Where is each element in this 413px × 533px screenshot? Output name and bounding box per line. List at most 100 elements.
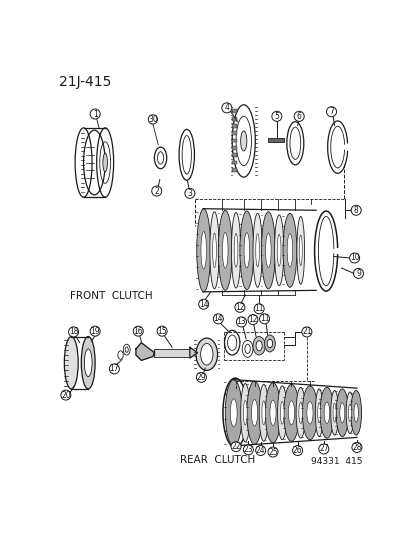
Text: 4: 4 (224, 103, 229, 112)
Circle shape (148, 115, 157, 124)
Polygon shape (135, 343, 154, 360)
Ellipse shape (195, 338, 217, 370)
Text: 6: 6 (296, 112, 301, 121)
Text: 11: 11 (254, 304, 263, 313)
Circle shape (198, 299, 208, 309)
Ellipse shape (230, 399, 237, 427)
Ellipse shape (301, 386, 317, 440)
Ellipse shape (299, 235, 301, 265)
Bar (268, 138, 283, 142)
Circle shape (196, 373, 206, 382)
Ellipse shape (212, 233, 216, 268)
Text: 29: 29 (196, 373, 206, 382)
Ellipse shape (335, 389, 348, 437)
Bar (232, 168, 236, 172)
Text: 23: 23 (243, 445, 253, 454)
Text: 15: 15 (157, 327, 166, 336)
Text: 8: 8 (353, 206, 358, 215)
Text: 2: 2 (154, 187, 159, 196)
Circle shape (213, 314, 223, 324)
Circle shape (259, 314, 269, 324)
Ellipse shape (244, 232, 249, 268)
Text: FRONT  CLUTCH: FRONT CLUTCH (69, 291, 152, 301)
Ellipse shape (282, 213, 296, 287)
Ellipse shape (225, 379, 242, 446)
Ellipse shape (246, 381, 261, 445)
Ellipse shape (102, 154, 107, 172)
Circle shape (318, 444, 328, 454)
Circle shape (151, 186, 161, 196)
Text: 12: 12 (235, 303, 244, 312)
Bar (232, 146, 236, 150)
Circle shape (301, 327, 311, 337)
Text: 22: 22 (231, 442, 240, 451)
Ellipse shape (266, 339, 272, 348)
Circle shape (294, 111, 304, 122)
Circle shape (69, 327, 78, 337)
Ellipse shape (296, 216, 304, 284)
Ellipse shape (288, 401, 294, 425)
Text: 19: 19 (90, 327, 100, 336)
Circle shape (254, 304, 263, 314)
Ellipse shape (196, 209, 210, 292)
Circle shape (61, 390, 71, 400)
Ellipse shape (330, 391, 338, 435)
Text: 16: 16 (133, 327, 143, 336)
Ellipse shape (280, 401, 283, 424)
Ellipse shape (265, 233, 271, 268)
Ellipse shape (252, 213, 261, 287)
Ellipse shape (240, 131, 246, 151)
Ellipse shape (350, 391, 361, 435)
Ellipse shape (200, 343, 212, 365)
Ellipse shape (274, 215, 283, 286)
Circle shape (351, 442, 361, 453)
Text: 20: 20 (61, 391, 71, 400)
Ellipse shape (252, 336, 265, 355)
Text: 3: 3 (187, 189, 192, 198)
Circle shape (247, 314, 257, 325)
Bar (232, 109, 236, 113)
Text: 21J-415: 21J-415 (59, 75, 111, 88)
Text: 12: 12 (248, 315, 257, 324)
Circle shape (271, 111, 281, 122)
Ellipse shape (345, 392, 353, 433)
Text: 94331  415: 94331 415 (310, 457, 361, 466)
Ellipse shape (317, 403, 320, 423)
Circle shape (90, 109, 100, 119)
Circle shape (184, 188, 195, 198)
Text: 27: 27 (318, 445, 328, 454)
Ellipse shape (231, 213, 240, 288)
Ellipse shape (323, 402, 329, 423)
Ellipse shape (222, 232, 228, 268)
Ellipse shape (84, 349, 92, 377)
Text: 25: 25 (268, 448, 277, 457)
Text: 9: 9 (355, 269, 360, 278)
Ellipse shape (256, 341, 261, 351)
Ellipse shape (218, 210, 232, 290)
Bar (232, 154, 236, 157)
Ellipse shape (64, 336, 78, 389)
Ellipse shape (287, 233, 292, 267)
Polygon shape (190, 348, 197, 358)
Ellipse shape (319, 387, 333, 438)
Text: 14: 14 (213, 314, 223, 324)
Ellipse shape (259, 384, 268, 441)
Ellipse shape (240, 384, 249, 442)
Circle shape (353, 269, 363, 278)
Ellipse shape (265, 383, 280, 443)
Text: 18: 18 (69, 327, 78, 336)
Text: 28: 28 (351, 443, 361, 452)
Ellipse shape (261, 401, 265, 425)
Circle shape (234, 302, 244, 312)
Circle shape (267, 447, 278, 457)
Text: 13: 13 (236, 318, 246, 326)
Ellipse shape (200, 232, 206, 269)
Ellipse shape (315, 389, 322, 437)
Circle shape (349, 253, 359, 263)
Ellipse shape (234, 233, 237, 267)
Ellipse shape (339, 403, 344, 423)
Ellipse shape (264, 335, 275, 352)
Text: 1: 1 (93, 109, 97, 118)
Text: 10: 10 (349, 254, 358, 262)
Circle shape (236, 317, 246, 327)
